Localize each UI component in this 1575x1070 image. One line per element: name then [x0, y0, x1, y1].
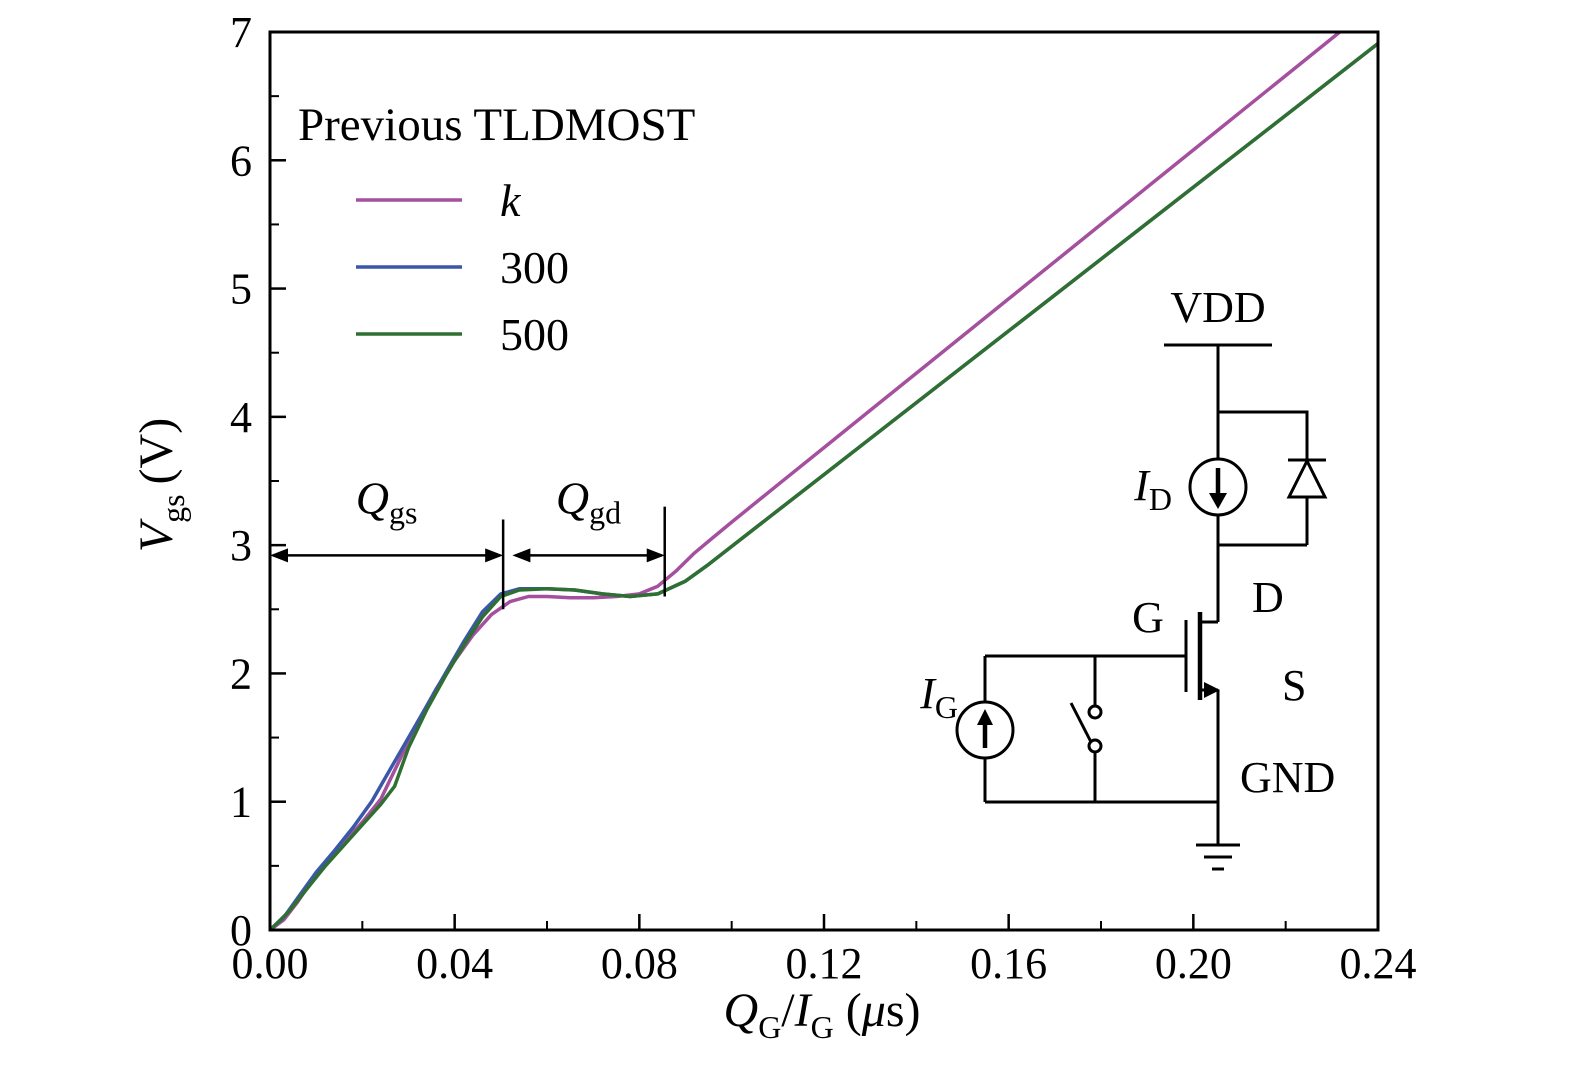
circuit-inset: VDD ID G D S GND IG — [919, 283, 1335, 871]
x-tick-label: 0.16 — [970, 939, 1047, 988]
x-tick-label: 0.12 — [786, 939, 863, 988]
legend: Previous TLDMOST k 300 500 — [298, 99, 695, 360]
x-tick-label: 0.00 — [232, 939, 309, 988]
gnd-label: GND — [1240, 753, 1335, 802]
span-arrowhead-left-icon — [270, 548, 288, 563]
vdd-label: VDD — [1170, 283, 1265, 332]
diode-branch-top — [1218, 410, 1309, 460]
id-arrow-head-icon — [1209, 493, 1227, 509]
diode-icon — [1286, 457, 1328, 499]
ig-label-sub: G — [935, 689, 958, 725]
switch-contact-top-icon — [1087, 704, 1103, 720]
x-label-close: s) — [886, 984, 921, 1037]
y-tick-label: 6 — [230, 136, 252, 185]
legend-label-k: k — [500, 175, 522, 226]
axis-tick-labels: 0.00 0.04 0.08 0.12 0.16 0.20 0.24 0 1 2 3 4 5 6 7 — [230, 8, 1417, 988]
legend-title: Previous TLDMOST — [298, 99, 695, 151]
charge-label: Qgs — [356, 472, 418, 530]
x-tick-label: 0.24 — [1340, 939, 1417, 988]
span-arrowhead-right-icon — [646, 548, 665, 563]
drain-label: D — [1252, 573, 1284, 622]
y-label-unit: (V) — [130, 418, 183, 485]
legend-label-500: 500 — [500, 309, 569, 360]
id-label-main: I — [1133, 461, 1151, 510]
x-axis-label: QG/IG (μs) — [724, 984, 921, 1045]
id-label-sub: D — [1149, 481, 1172, 517]
gate-label: G — [1132, 593, 1164, 642]
curve-500 — [270, 41, 1378, 930]
y-tick-label: 2 — [230, 649, 252, 698]
source-label: S — [1282, 661, 1306, 710]
x-label-q: Q — [724, 984, 759, 1037]
x-tick-label: 0.04 — [416, 939, 493, 988]
switch-lever-icon — [1069, 702, 1093, 743]
x-label-open: ( — [846, 984, 862, 1037]
y-tick-label: 7 — [230, 8, 252, 57]
x-label-slash: / — [781, 984, 795, 1037]
x-label-isub: G — [811, 1009, 834, 1045]
y-tick-label: 1 — [230, 778, 252, 827]
span-arrowhead-left-icon — [512, 548, 531, 563]
x-tick-label: 0.08 — [601, 939, 678, 988]
y-label-var: V — [130, 518, 183, 552]
y-tick-label: 4 — [230, 393, 252, 442]
y-axis-label: Vgs (V) — [130, 418, 191, 552]
ig-label-main: I — [919, 669, 937, 718]
x-label-qsub: G — [758, 1009, 781, 1045]
data-curves — [270, 32, 1378, 930]
source-arrow-icon — [1204, 682, 1220, 698]
x-label-i: I — [794, 984, 813, 1037]
ig-arrow-head-icon — [977, 709, 993, 725]
legend-label-300: 300 — [500, 242, 569, 293]
ig-label: IG — [919, 669, 958, 725]
plot-border — [268, 30, 1380, 932]
x-label-mu: μ — [861, 984, 886, 1037]
y-tick-label: 0 — [230, 906, 252, 955]
id-label: ID — [1133, 461, 1172, 517]
y-tick-label: 3 — [230, 521, 252, 570]
y-label-sub: gs — [155, 494, 191, 522]
charge-annotations: Qgs Qgd — [270, 472, 666, 610]
charge-label: Qgd — [556, 472, 621, 530]
span-arrowhead-right-icon — [485, 548, 504, 563]
x-tick-label: 0.20 — [1155, 939, 1232, 988]
y-tick-label: 5 — [230, 265, 252, 314]
